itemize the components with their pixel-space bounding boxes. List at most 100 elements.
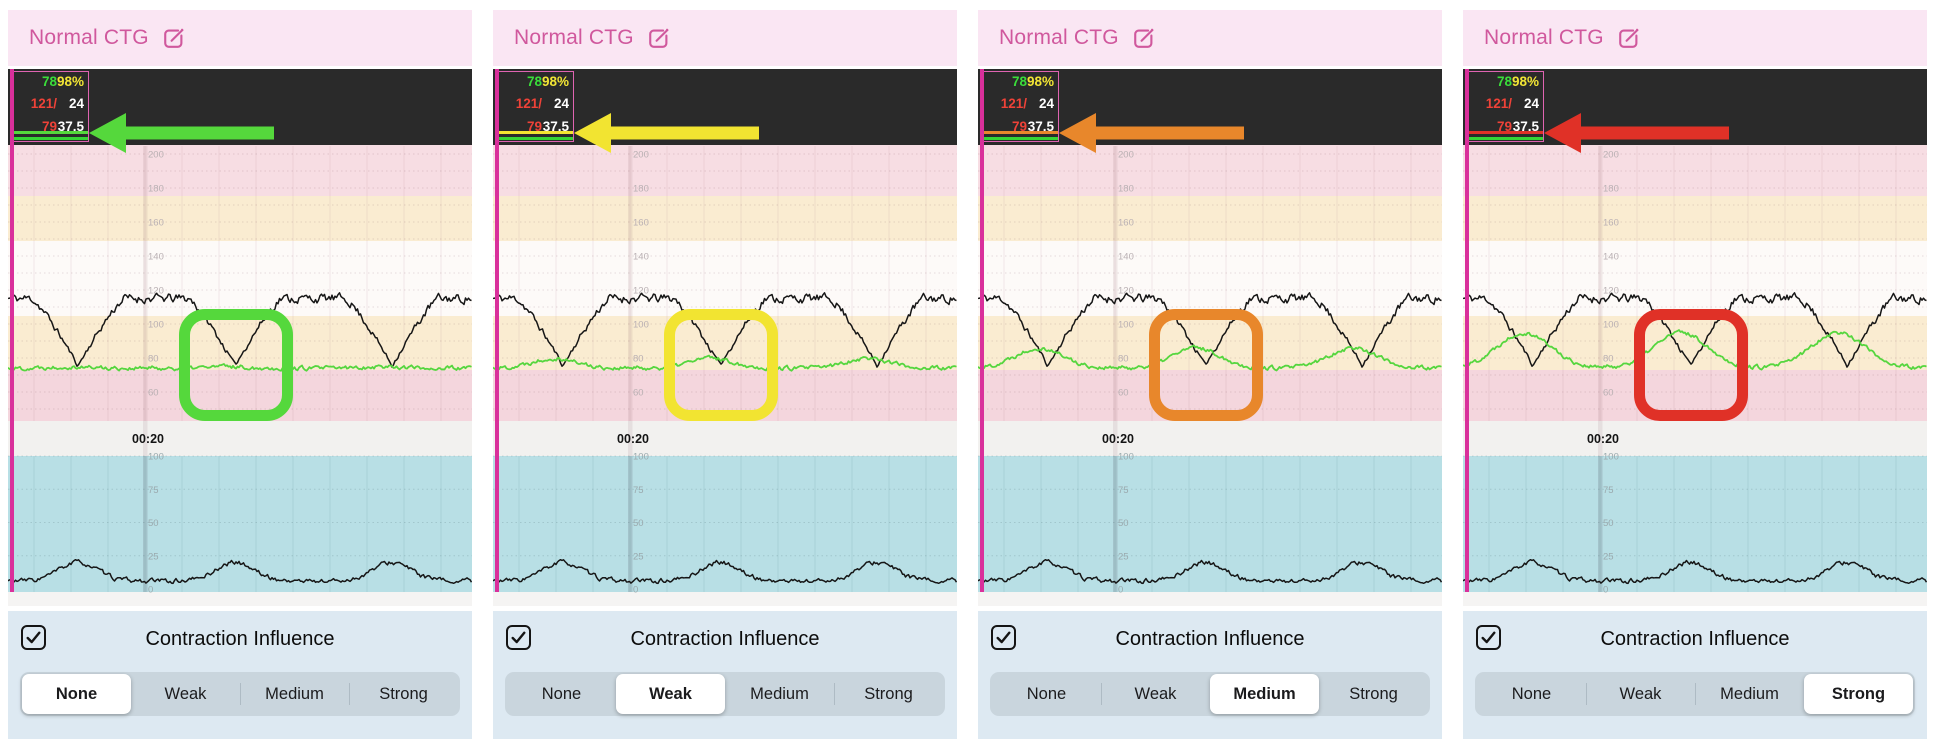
svg-text:50: 50 xyxy=(1603,518,1614,529)
heart-rate-value: 78 xyxy=(1496,74,1512,89)
influence-segmented-control: None Weak Medium Strong xyxy=(20,672,460,716)
svg-text:60: 60 xyxy=(148,388,159,399)
bp-systolic-value: 121/ xyxy=(1000,96,1027,112)
svg-text:50: 50 xyxy=(1118,518,1129,529)
vitals-box: 78 98% 121/ 24 79 37.5 xyxy=(12,71,89,142)
contraction-influence-checkbox[interactable] xyxy=(991,625,1016,650)
svg-text:100: 100 xyxy=(148,452,164,463)
svg-text:00:20: 00:20 xyxy=(1102,432,1134,446)
svg-text:140: 140 xyxy=(148,252,164,263)
svg-text:200: 200 xyxy=(1118,150,1134,161)
temperature-value: 37.5 xyxy=(1512,118,1540,134)
spo2-value: 98% xyxy=(1027,74,1055,89)
vitals-box: 78 98% 121/ 24 79 37.5 xyxy=(982,71,1059,142)
playhead-cursor[interactable] xyxy=(10,69,14,592)
trend-line-green xyxy=(983,136,1058,140)
svg-text:75: 75 xyxy=(148,485,159,496)
influence-option-weak[interactable]: Weak xyxy=(1586,674,1695,714)
panel-title: Normal CTG xyxy=(514,26,634,49)
playhead-cursor[interactable] xyxy=(980,69,984,592)
svg-text:200: 200 xyxy=(1603,150,1619,161)
highlight-box xyxy=(1149,309,1263,421)
edit-icon[interactable] xyxy=(1616,26,1641,51)
spo2-value: 98% xyxy=(1512,74,1540,89)
contraction-influence-label: Contraction Influence xyxy=(1600,627,1790,650)
influence-option-strong[interactable]: Strong xyxy=(349,674,458,714)
playhead-cursor[interactable] xyxy=(1465,69,1469,592)
edit-icon[interactable] xyxy=(646,26,671,51)
ctg-chart-svg: 200 180 160 140 120 100 80 60 100 75 50 25 0 00:20 xyxy=(1463,69,1927,606)
highlight-box xyxy=(179,309,293,421)
temperature-value: 37.5 xyxy=(1027,118,1055,134)
svg-text:80: 80 xyxy=(148,354,159,365)
temperature-value: 37.5 xyxy=(57,118,85,134)
edit-icon[interactable] xyxy=(1131,26,1156,51)
bp-diastolic-value: 79 xyxy=(526,118,542,134)
ctg-strip-chart[interactable]: 200 180 160 140 120 100 80 60 100 75 50 25 0 00:20 78… xyxy=(493,69,957,606)
influence-option-strong[interactable]: Strong xyxy=(1319,674,1428,714)
svg-text:180: 180 xyxy=(148,184,164,195)
contraction-influence-label: Contraction Influence xyxy=(1115,627,1305,650)
ctg-strip-chart[interactable]: 200 180 160 140 120 100 80 60 100 75 50 25 0 00:20 78… xyxy=(8,69,472,606)
svg-text:0: 0 xyxy=(1603,585,1608,596)
influence-option-medium[interactable]: Medium xyxy=(1695,674,1804,714)
contraction-influence-checkbox[interactable] xyxy=(1476,625,1501,650)
ctg-strip-chart[interactable]: 200 180 160 140 120 100 80 60 100 75 50 25 0 00:20 78… xyxy=(1463,69,1927,606)
contraction-influence-checkbox[interactable] xyxy=(21,625,46,650)
trend-line-green xyxy=(1468,136,1543,140)
panel-header: Normal CTG xyxy=(493,10,957,66)
spo2-value: 98% xyxy=(57,74,85,89)
playhead-cursor[interactable] xyxy=(495,69,499,592)
trend-line-green xyxy=(13,136,88,140)
svg-text:0: 0 xyxy=(148,585,153,596)
contraction-influence-panel: Contraction Influence None Weak Medium S… xyxy=(493,611,957,739)
svg-text:200: 200 xyxy=(148,150,164,161)
bp-systolic-value: 121/ xyxy=(515,96,542,112)
influence-option-medium[interactable]: Medium xyxy=(240,674,349,714)
trend-line-accent xyxy=(1468,131,1543,134)
trend-line-green xyxy=(498,136,573,140)
svg-text:100: 100 xyxy=(1118,320,1134,331)
ctg-panel-medium: Normal CTG 200 180 160 140 120 100 80 60 100 75 50… xyxy=(978,10,1442,739)
influence-option-weak[interactable]: Weak xyxy=(131,674,240,714)
influence-option-weak[interactable]: Weak xyxy=(1101,674,1210,714)
influence-option-medium[interactable]: Medium xyxy=(725,674,834,714)
influence-option-none[interactable]: None xyxy=(1477,674,1586,714)
contraction-influence-panel: Contraction Influence None Weak Medium S… xyxy=(978,611,1442,739)
influence-segmented-control: None Weak Medium Strong xyxy=(1475,672,1915,716)
svg-text:160: 160 xyxy=(1603,218,1619,229)
trend-line-accent xyxy=(13,131,88,134)
highlight-arrow xyxy=(1544,113,1729,153)
influence-option-none[interactable]: None xyxy=(22,674,131,714)
influence-option-strong[interactable]: Strong xyxy=(834,674,943,714)
svg-text:140: 140 xyxy=(633,252,649,263)
contraction-influence-checkbox[interactable] xyxy=(506,625,531,650)
trend-line-accent xyxy=(983,131,1058,134)
svg-text:0: 0 xyxy=(633,585,638,596)
svg-text:80: 80 xyxy=(1603,354,1614,365)
svg-text:50: 50 xyxy=(148,518,159,529)
ctg-strip-chart[interactable]: 200 180 160 140 120 100 80 60 100 75 50 25 0 00:20 78… xyxy=(978,69,1442,606)
bp-diastolic-value: 79 xyxy=(1011,118,1027,134)
influence-option-none[interactable]: None xyxy=(507,674,616,714)
svg-text:75: 75 xyxy=(633,485,644,496)
svg-text:60: 60 xyxy=(1118,388,1129,399)
svg-text:120: 120 xyxy=(1603,286,1619,297)
svg-text:60: 60 xyxy=(633,388,644,399)
influence-option-medium[interactable]: Medium xyxy=(1210,674,1319,714)
resp-rate-value: 24 xyxy=(1524,96,1540,112)
ctg-panel-strong: Normal CTG 200 180 160 140 120 100 80 60 100 75 50… xyxy=(1463,10,1927,739)
bp-systolic-value: 121/ xyxy=(30,96,57,112)
svg-text:25: 25 xyxy=(148,551,159,562)
influence-option-none[interactable]: None xyxy=(992,674,1101,714)
edit-icon[interactable] xyxy=(161,26,186,51)
svg-text:00:20: 00:20 xyxy=(132,432,164,446)
svg-text:25: 25 xyxy=(1118,551,1129,562)
vitals-box: 78 98% 121/ 24 79 37.5 xyxy=(1467,71,1544,142)
influence-option-weak[interactable]: Weak xyxy=(616,674,725,714)
panel-title: Normal CTG xyxy=(29,26,149,49)
highlight-arrow xyxy=(1059,113,1244,153)
svg-text:0: 0 xyxy=(1118,585,1123,596)
influence-option-strong[interactable]: Strong xyxy=(1804,674,1913,714)
svg-text:120: 120 xyxy=(633,286,649,297)
